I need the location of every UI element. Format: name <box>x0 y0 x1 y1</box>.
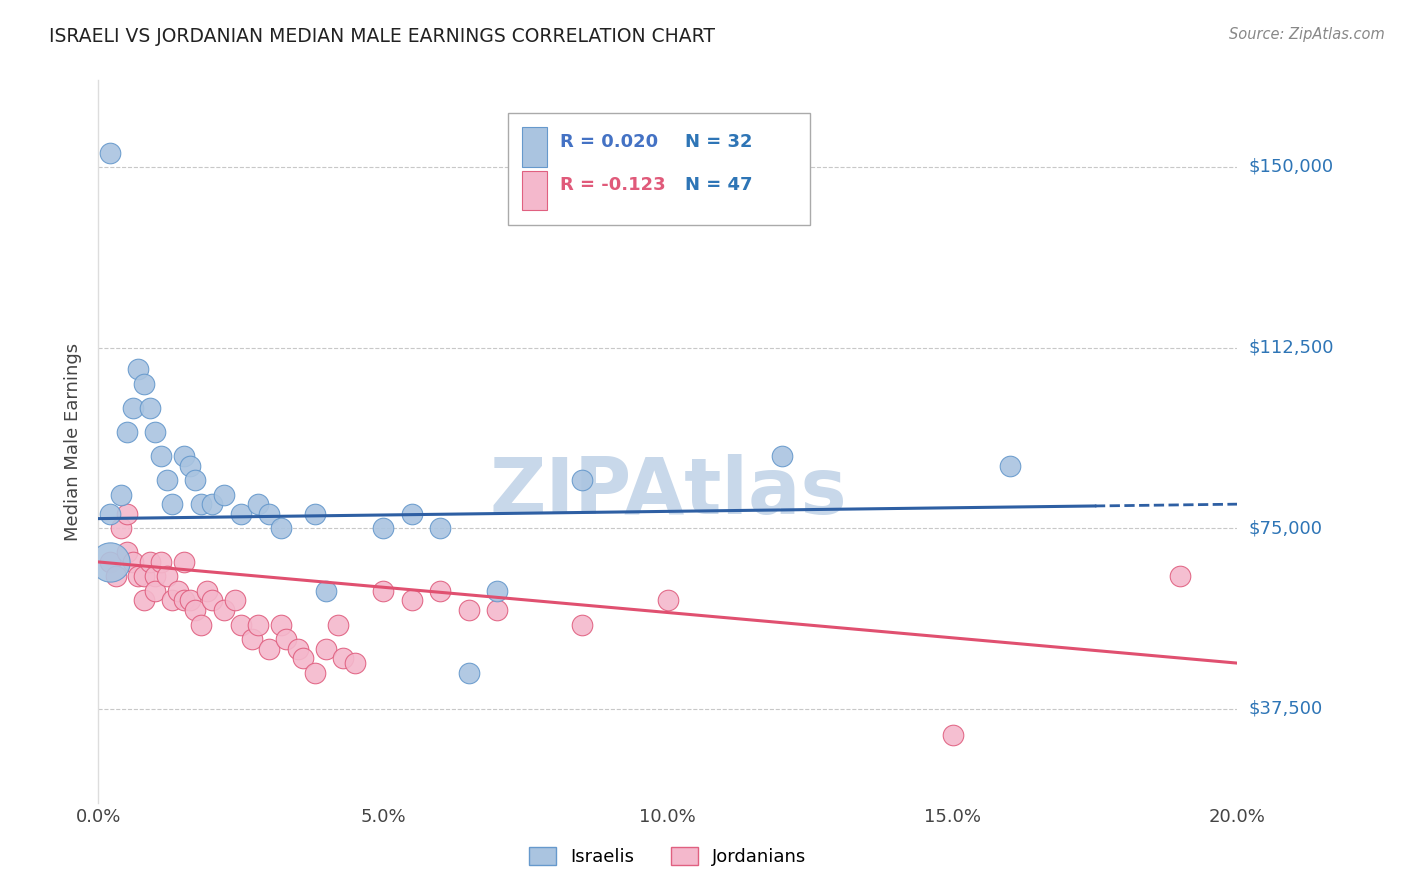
Point <box>138 555 160 569</box>
Point <box>292 651 315 665</box>
Point <box>132 593 155 607</box>
Point <box>270 617 292 632</box>
Legend: Israelis, Jordanians: Israelis, Jordanians <box>522 839 814 873</box>
Point <box>162 593 184 607</box>
Point <box>201 497 224 511</box>
Point <box>132 376 155 391</box>
Point <box>304 665 326 680</box>
Point <box>240 632 263 646</box>
Point <box>127 569 149 583</box>
Point <box>770 449 793 463</box>
Point <box>304 507 326 521</box>
Point <box>173 449 195 463</box>
Text: ISRAELI VS JORDANIAN MEDIAN MALE EARNINGS CORRELATION CHART: ISRAELI VS JORDANIAN MEDIAN MALE EARNING… <box>49 27 716 45</box>
Point <box>145 569 167 583</box>
Point <box>98 555 121 569</box>
Point <box>657 593 679 607</box>
Point <box>179 458 201 473</box>
Point <box>315 583 337 598</box>
Point <box>110 487 132 501</box>
Text: Source: ZipAtlas.com: Source: ZipAtlas.com <box>1229 27 1385 42</box>
Point <box>156 569 179 583</box>
Point <box>942 728 965 742</box>
Point <box>184 603 207 617</box>
Point <box>429 521 451 535</box>
Point <box>115 545 138 559</box>
Point <box>173 593 195 607</box>
Point <box>110 521 132 535</box>
Point <box>429 583 451 598</box>
Point <box>401 593 423 607</box>
Point <box>150 555 173 569</box>
Point <box>486 583 509 598</box>
FancyBboxPatch shape <box>509 112 810 225</box>
Point <box>246 497 269 511</box>
Point <box>162 497 184 511</box>
Text: $75,000: $75,000 <box>1249 519 1323 537</box>
Point <box>98 555 121 569</box>
Point <box>173 555 195 569</box>
Point <box>195 583 218 598</box>
Point <box>156 473 179 487</box>
Point <box>229 507 252 521</box>
Point <box>246 617 269 632</box>
FancyBboxPatch shape <box>522 170 547 211</box>
Point <box>276 632 298 646</box>
Point <box>571 473 593 487</box>
Point <box>190 617 212 632</box>
Point <box>115 425 138 439</box>
Point <box>145 583 167 598</box>
Point <box>1170 569 1192 583</box>
Point <box>115 507 138 521</box>
Point <box>259 641 281 656</box>
Point <box>343 656 366 670</box>
Point <box>270 521 292 535</box>
Point <box>332 651 354 665</box>
Text: N = 47: N = 47 <box>685 176 752 194</box>
Point <box>486 603 509 617</box>
Point <box>212 603 235 617</box>
Point <box>98 145 121 160</box>
Point <box>145 425 167 439</box>
Point <box>121 401 143 415</box>
Point <box>998 458 1021 473</box>
Point <box>326 617 349 632</box>
Point <box>373 521 395 535</box>
Point <box>201 593 224 607</box>
Y-axis label: Median Male Earnings: Median Male Earnings <box>65 343 83 541</box>
Text: R = 0.020: R = 0.020 <box>560 133 658 151</box>
Point <box>224 593 246 607</box>
Point <box>98 507 121 521</box>
Point <box>190 497 212 511</box>
Point <box>150 449 173 463</box>
Point <box>138 401 160 415</box>
FancyBboxPatch shape <box>522 128 547 167</box>
Point <box>127 362 149 376</box>
Point <box>212 487 235 501</box>
Point <box>457 665 479 680</box>
Text: R = -0.123: R = -0.123 <box>560 176 665 194</box>
Point <box>401 507 423 521</box>
Point <box>259 507 281 521</box>
Text: $112,500: $112,500 <box>1249 339 1334 357</box>
Point <box>571 617 593 632</box>
Point <box>104 569 127 583</box>
Point <box>287 641 309 656</box>
Point <box>373 583 395 598</box>
Point <box>184 473 207 487</box>
Point <box>315 641 337 656</box>
Point <box>457 603 479 617</box>
Text: $37,500: $37,500 <box>1249 700 1323 718</box>
Point <box>179 593 201 607</box>
Text: ZIPAtlas: ZIPAtlas <box>489 454 846 530</box>
Point <box>229 617 252 632</box>
Point <box>167 583 190 598</box>
Point <box>121 555 143 569</box>
Point <box>132 569 155 583</box>
Text: N = 32: N = 32 <box>685 133 752 151</box>
Text: $150,000: $150,000 <box>1249 158 1333 176</box>
